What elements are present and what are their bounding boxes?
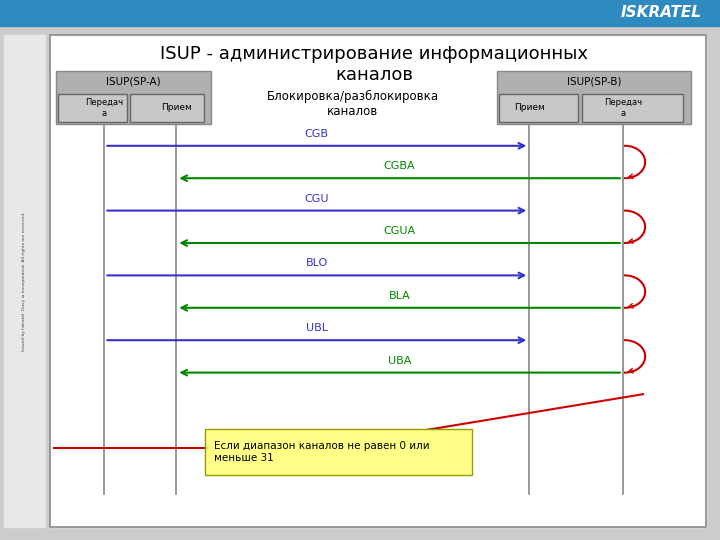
Text: Если диапазон каналов не равен 0 или
меньше 31: Если диапазон каналов не равен 0 или мен… bbox=[214, 442, 429, 463]
Bar bbox=[56, 71, 211, 124]
Bar bbox=[582, 94, 683, 122]
Text: Передач
а: Передач а bbox=[604, 98, 642, 118]
Bar bbox=[4, 35, 45, 526]
Bar bbox=[497, 71, 691, 124]
Bar bbox=[58, 94, 127, 122]
Text: CGB: CGB bbox=[305, 129, 329, 139]
Bar bbox=[0, 0, 720, 26]
Bar bbox=[130, 94, 204, 122]
Bar bbox=[499, 94, 578, 122]
Text: BLA: BLA bbox=[389, 291, 410, 301]
Text: Прием: Прием bbox=[514, 104, 544, 112]
Text: ISUP(SP-B): ISUP(SP-B) bbox=[567, 76, 621, 86]
Bar bbox=[205, 429, 472, 475]
Text: UBL: UBL bbox=[306, 323, 328, 333]
Text: BLO: BLO bbox=[306, 258, 328, 268]
Text: Issued by Iskratel. Davy ia Incorporated. All rights are reserved.: Issued by Iskratel. Davy ia Incorporated… bbox=[22, 211, 26, 350]
Text: ISUP - администрирование информационных
каналов: ISUP - администрирование информационных … bbox=[161, 45, 588, 84]
Text: UBA: UBA bbox=[388, 355, 411, 366]
Text: Блокировка/разблокировка
каналов: Блокировка/разблокировка каналов bbox=[266, 90, 439, 118]
Text: CGBA: CGBA bbox=[384, 161, 415, 171]
Text: ISKRATEL: ISKRATEL bbox=[621, 5, 702, 21]
Text: CGUA: CGUA bbox=[384, 226, 415, 236]
Text: Прием: Прием bbox=[161, 104, 192, 112]
Text: Передач
а: Передач а bbox=[86, 98, 123, 118]
Text: ISUP(SP-A): ISUP(SP-A) bbox=[107, 76, 161, 86]
Text: CGU: CGU bbox=[305, 193, 329, 204]
